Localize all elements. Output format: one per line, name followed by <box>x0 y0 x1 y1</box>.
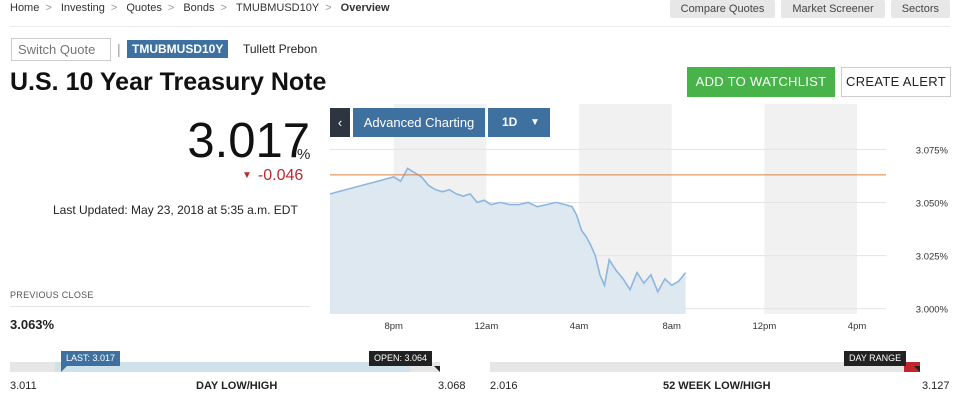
week52-range-track <box>490 362 920 372</box>
week52-high: 3.127 <box>922 380 950 392</box>
week52-low: 2.016 <box>490 380 518 392</box>
y-tick-label: 3.050% <box>916 198 949 209</box>
divider <box>10 306 310 307</box>
breadcrumb: Home > Investing > Quotes > Bonds > TMUBMUSD… <box>10 2 390 14</box>
x-tick-label: 4am <box>570 321 589 332</box>
chevron-left-icon: ‹ <box>337 115 343 130</box>
y-tick-label: 3.075% <box>916 145 949 156</box>
down-triangle-icon: ▼ <box>242 170 252 181</box>
breadcrumb-ticker[interactable]: TMUBMUSD10Y <box>236 2 320 14</box>
top-button-group: Compare Quotes Market Screener Sectors <box>669 0 950 18</box>
day-low: 3.011 <box>10 380 37 392</box>
sectors-button[interactable]: Sectors <box>890 0 950 18</box>
price-unit: % <box>297 146 311 163</box>
chevron-right-icon: > <box>110 2 118 14</box>
day-range-marker-flag <box>914 366 920 372</box>
breadcrumb-investing[interactable]: Investing <box>60 2 105 14</box>
switch-quote-input[interactable] <box>11 38 111 61</box>
chevron-right-icon: > <box>325 2 332 14</box>
x-tick-label: 4pm <box>848 321 867 332</box>
x-tick-label: 12am <box>474 321 498 332</box>
price-chart[interactable]: 3.075% 3.050% 3.025% 3.000% 8pm 12am 4am 8am 12p… <box>330 104 960 336</box>
current-price: 3.017 <box>187 114 310 168</box>
range-dropdown[interactable]: 1D ▼ <box>488 108 550 137</box>
x-tick-label: 8pm <box>384 321 403 332</box>
chart-area <box>330 168 686 314</box>
last-marker-flag <box>61 366 67 372</box>
market-screener-button[interactable]: Market Screener <box>781 0 885 18</box>
price-change-value: -0.046 <box>257 167 304 184</box>
day-range-marker: DAY RANGE <box>844 351 907 366</box>
caret-down-icon: ▼ <box>530 117 540 128</box>
chevron-right-icon: > <box>220 2 227 14</box>
y-tick-label: 3.025% <box>916 252 949 263</box>
last-price-marker: LAST: 3.017 <box>61 351 121 366</box>
x-tick-label: 12pm <box>752 321 776 332</box>
create-alert-button[interactable]: CREATE ALERT <box>841 67 951 97</box>
compare-quotes-button[interactable]: Compare Quotes <box>669 0 776 18</box>
breadcrumb-quotes[interactable]: Quotes <box>126 2 162 14</box>
header-divider <box>10 26 950 27</box>
page-title: U.S. 10 Year Treasury Note <box>10 68 327 96</box>
advanced-charting-button[interactable]: Advanced Charting <box>353 108 485 137</box>
range-value: 1D <box>502 115 518 129</box>
quote-source: Tullett Prebon <box>243 42 318 56</box>
day-high: 3.068 <box>438 380 466 392</box>
week52-range-title: 52 WEEK LOW/HIGH <box>663 380 771 392</box>
last-updated: Last Updated: May 23, 2018 at 5:35 a.m. … <box>53 203 298 217</box>
chevron-right-icon: > <box>45 2 52 14</box>
separator: | <box>117 41 121 57</box>
price-change: ▼ -0.046 <box>242 167 303 185</box>
breadcrumb-current: Overview <box>340 2 390 14</box>
day-range-title: DAY LOW/HIGH <box>196 380 278 392</box>
breadcrumb-bonds[interactable]: Bonds <box>183 2 215 14</box>
add-to-watchlist-button[interactable]: ADD TO WATCHLIST <box>687 67 835 97</box>
chevron-right-icon: > <box>167 2 175 14</box>
ticker-badge: TMUBMUSD10Y <box>127 40 229 58</box>
open-marker-flag <box>434 366 440 372</box>
y-tick-label: 3.000% <box>916 305 949 316</box>
breadcrumb-home[interactable]: Home <box>10 2 40 14</box>
previous-close-value: 3.063% <box>10 317 55 332</box>
open-price-marker: OPEN: 3.064 <box>369 351 433 366</box>
x-tick-label: 8am <box>662 321 681 332</box>
chart-shaded-band <box>764 104 858 314</box>
week52-day-range-fill <box>904 362 920 372</box>
collapse-chart-button[interactable]: ‹ <box>330 108 350 137</box>
chart-line <box>330 167 687 294</box>
previous-close-label: PREVIOUS CLOSE <box>10 290 94 300</box>
day-range-fill <box>55 362 410 372</box>
top-bar: Home > Investing > Quotes > Bonds > TMUBMUSD… <box>0 0 960 20</box>
